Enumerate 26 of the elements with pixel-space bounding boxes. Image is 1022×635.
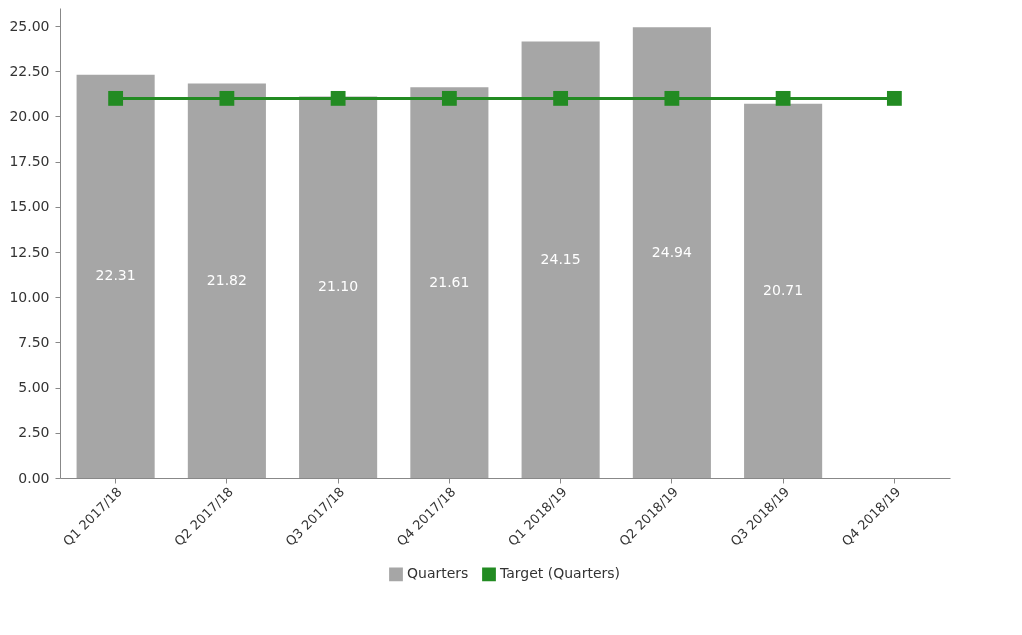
data-label: 21.61	[429, 273, 470, 290]
y-tick-label: 25.00	[9, 17, 50, 34]
y-tick-label: 5.00	[18, 379, 50, 396]
legend-label: Target (Quarters)	[499, 565, 621, 582]
data-label: 24.94	[651, 243, 692, 260]
data-label: 21.82	[206, 271, 247, 288]
data-label: 21.10	[318, 278, 359, 295]
bar	[410, 87, 489, 478]
y-tick-label: 10.00	[9, 288, 50, 305]
legend-label: Quarters	[407, 565, 469, 582]
y-tick-label: 12.50	[9, 243, 50, 260]
bar	[632, 27, 711, 478]
y-tick-label: 22.50	[9, 62, 50, 79]
y-tick-label: 15.00	[9, 198, 50, 215]
bar	[521, 41, 600, 478]
y-tick-label: 0.00	[18, 469, 50, 486]
y-tick-label: 20.00	[9, 107, 50, 124]
bar	[76, 74, 155, 478]
data-label: 20.71	[763, 281, 804, 298]
y-tick-label: 2.50	[18, 424, 50, 441]
data-label: 22.31	[95, 267, 136, 284]
y-tick-label: 7.50	[18, 333, 50, 350]
y-tick-label: 17.50	[9, 153, 50, 170]
data-label: 24.15	[540, 250, 581, 267]
bar	[744, 103, 823, 478]
bar	[187, 83, 266, 478]
